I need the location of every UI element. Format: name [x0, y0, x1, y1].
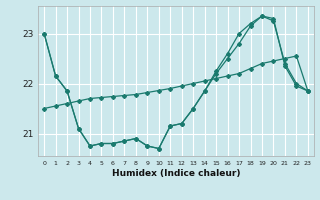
X-axis label: Humidex (Indice chaleur): Humidex (Indice chaleur): [112, 169, 240, 178]
